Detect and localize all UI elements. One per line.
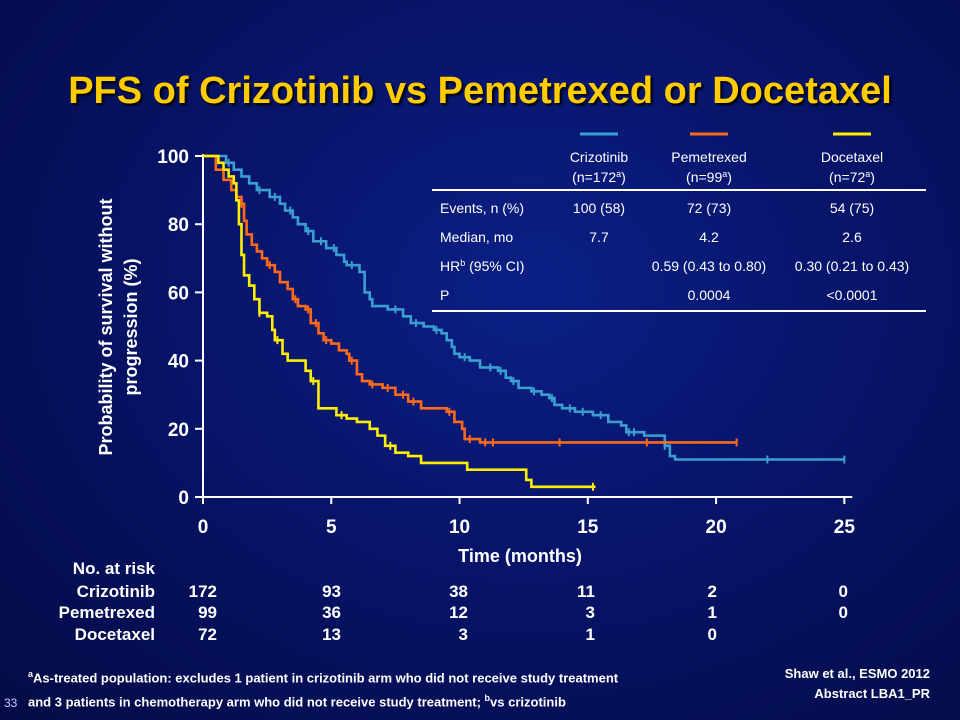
x-axis-label: Time (months) (458, 546, 582, 566)
at-risk-value: 72 (198, 625, 217, 644)
at-risk-value: 93 (322, 582, 341, 601)
legend-n: (n=172a) (572, 169, 626, 185)
legend-name: Docetaxel (821, 149, 883, 165)
legend-name: Pemetrexed (671, 149, 746, 165)
footnote-line2: and 3 patients in chemotherapy arm who d… (28, 694, 485, 710)
legend-n-part: (n=99 (686, 169, 722, 185)
table-row-label-part: HR (440, 258, 460, 274)
y-tick-label: 40 (168, 352, 189, 373)
legend-n-part: a (616, 169, 621, 179)
x-tick-label: 20 (706, 517, 727, 538)
footnote-line1: As-treated population: excludes 1 patien… (33, 670, 619, 686)
table-row-label: HRb (95% CI) (440, 258, 524, 274)
table-cell: 7.7 (589, 229, 609, 245)
citation: Shaw et al., ESMO 2012 Abstract LBA1_PR (760, 664, 930, 704)
x-tick-label: 10 (449, 517, 470, 538)
table-cell: 0.30 (0.21 to 0.43) (795, 258, 909, 274)
table-row-label: Median, mo (440, 229, 513, 245)
at-risk-label: Docetaxel (75, 625, 155, 644)
legend-n-part: (n=72 (829, 169, 865, 185)
at-risk-value: 0 (708, 625, 717, 644)
y-tick-label: 60 (168, 283, 189, 304)
table-row-label-part: Events, n (%) (440, 200, 524, 216)
at-risk-header: No. at risk (73, 559, 156, 578)
at-risk-value: 172 (189, 582, 217, 601)
at-risk-value: 12 (449, 603, 468, 622)
citation-line2: Abstract LBA1_PR (814, 686, 930, 701)
x-tick-label: 5 (326, 517, 337, 538)
y-tick-label: 0 (178, 488, 189, 509)
table-cell: 0.59 (0.43 to 0.80) (652, 258, 766, 274)
slide-number: 33 (4, 696, 18, 710)
at-risk-value: 36 (322, 603, 341, 622)
legend-n-part: a (722, 169, 727, 179)
y-tick-label: 100 (157, 147, 189, 168)
legend-n: (n=99a) (686, 169, 732, 185)
table-row-label: P (440, 287, 449, 303)
legend-n-part: ) (621, 169, 626, 185)
axis-ticks: 0 20 40 60 80 100 0 5 10 15 20 25 Time (months) Proba… (96, 147, 855, 566)
table-row-label-part: P (440, 287, 449, 303)
table-row-label: Events, n (%) (440, 200, 524, 216)
legend-name: Crizotinib (570, 149, 629, 165)
at-risk-value: 38 (449, 582, 468, 601)
table-cell: 2.6 (842, 229, 862, 245)
footnote: aAs-treated population: excludes 1 patie… (28, 664, 728, 713)
table-cell: 4.2 (699, 229, 719, 245)
at-risk-value: 2 (708, 582, 717, 601)
at-risk-value: 0 (839, 582, 848, 601)
citation-line1: Shaw et al., ESMO 2012 (784, 666, 930, 681)
survival-curves (203, 154, 846, 491)
at-risk-value: 3 (459, 625, 468, 644)
pemetrexed-curve (203, 154, 737, 444)
at-risk-value: 1 (586, 625, 595, 644)
y-axis-label-line1: Probability of survival without (96, 198, 116, 455)
at-risk-value: 13 (322, 625, 341, 644)
at-risk-label: Pemetrexed (59, 603, 155, 622)
legend-n-part: a (865, 169, 870, 179)
axes (202, 154, 853, 498)
crizotinib-curve (203, 154, 845, 461)
docetaxel-curve (203, 154, 596, 489)
y-tick-label: 20 (168, 420, 189, 441)
x-tick-label: 15 (577, 517, 599, 538)
at-risk-value: 0 (839, 603, 848, 622)
at-risk-value: 3 (586, 603, 595, 622)
footnote-line2-tail: vs crizotinib (490, 694, 566, 710)
legend-n-part: ) (870, 169, 875, 185)
table-cell: <0.0001 (827, 287, 878, 303)
table-row-label-part: Median, mo (440, 229, 513, 245)
table-cell: 0.0004 (688, 287, 731, 303)
table-row-label-part: (95% CI) (465, 258, 524, 274)
table-cell: 54 (75) (830, 200, 874, 216)
table-row-label-part: b (460, 258, 465, 268)
table-cell: 72 (73) (687, 200, 731, 216)
legend-n: (n=72a) (829, 169, 875, 185)
y-axis-label-line2: progression (%) (121, 258, 141, 395)
slide-title: PFS of Crizotinib vs Pemetrexed or Docet… (68, 70, 892, 112)
x-tick-label: 25 (834, 517, 856, 538)
x-tick-label: 0 (198, 517, 209, 538)
table-cell: 100 (58) (573, 200, 625, 216)
footnote-sup-a: a (28, 669, 34, 679)
legend-n-part: (n=172 (572, 169, 616, 185)
legend-n-part: ) (727, 169, 732, 185)
footnote-sup-b: b (484, 693, 491, 704)
legend-table: Crizotinib(n=172a)Pemetrexed(n=99a)Docet… (432, 132, 926, 312)
at-risk-value: 99 (198, 603, 217, 622)
at-risk-label: Crizotinib (77, 582, 155, 601)
y-tick-label: 80 (168, 215, 189, 236)
at-risk-value: 11 (577, 582, 595, 601)
at-risk-value: 1 (708, 603, 717, 622)
